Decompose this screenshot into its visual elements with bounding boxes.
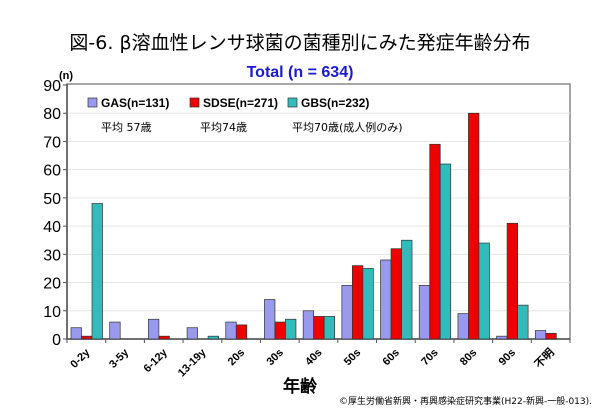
bar-sdse bbox=[351, 265, 364, 340]
x-tick-label: 60s bbox=[381, 347, 402, 368]
legend-label: GAS(n=131) bbox=[101, 96, 169, 110]
bar-sdse bbox=[429, 143, 441, 340]
y-tick-label: 80 bbox=[43, 106, 61, 123]
legend-label: GBS(n=232) bbox=[301, 96, 369, 110]
bar-gas bbox=[302, 310, 315, 340]
bar-sdse bbox=[81, 335, 93, 340]
bar-gas bbox=[70, 327, 82, 340]
bar-sdse bbox=[235, 324, 248, 340]
bar-gas bbox=[418, 285, 431, 340]
bar-gbs bbox=[323, 316, 336, 340]
footer-credit: ©厚生労働省新興・再興感染症研究事業(H22-新興-一般-013). bbox=[338, 397, 592, 407]
x-tick-label: 13-19y bbox=[176, 346, 209, 379]
y-tick-label: 40 bbox=[43, 219, 61, 236]
bar-gas bbox=[264, 299, 276, 340]
chart-subtitle: Total (n = 634) bbox=[246, 64, 354, 81]
y-tick-label: 20 bbox=[43, 276, 61, 293]
y-tick-label: 30 bbox=[43, 247, 61, 264]
bar-gbs bbox=[517, 304, 529, 340]
x-tick-label: 20s bbox=[226, 347, 247, 368]
legend-swatch bbox=[287, 97, 298, 108]
x-tick-label: 90s bbox=[497, 347, 518, 368]
bar-gbs bbox=[91, 203, 103, 340]
bar-gas bbox=[457, 313, 469, 340]
bar-gas bbox=[148, 318, 160, 340]
legend-swatch bbox=[189, 97, 200, 108]
legend-note: 平均74歳 bbox=[200, 121, 247, 134]
y-tick-label: 50 bbox=[43, 191, 61, 208]
x-tick-label: 0-2y bbox=[68, 346, 93, 371]
y-tick-label: 10 bbox=[43, 304, 61, 321]
x-tick-label: 6-12y bbox=[141, 346, 170, 375]
bar-sdse bbox=[274, 321, 286, 340]
y-tick-label: 60 bbox=[43, 163, 61, 180]
bar-sdse bbox=[313, 316, 325, 340]
bar-gbs bbox=[401, 239, 413, 340]
bar-gas bbox=[186, 327, 198, 340]
y-axis-label: (n) bbox=[59, 70, 73, 82]
x-axis-label: 年齢 bbox=[283, 376, 318, 397]
bar-gas bbox=[496, 335, 508, 340]
x-tick-label: 40s bbox=[303, 347, 324, 368]
bar-gas bbox=[341, 285, 353, 340]
y-tick-label: 70 bbox=[43, 134, 61, 151]
x-tick-label: 3-5y bbox=[107, 346, 132, 371]
bar-sdse bbox=[468, 112, 480, 340]
bar-gas bbox=[380, 259, 392, 340]
bar-gas bbox=[534, 330, 547, 340]
legend-note: 平均70歳(成人例のみ) bbox=[292, 120, 403, 134]
chart-title: 図-6. β溶血性レンサ球菌の菌種別にみた発症年齢分布 bbox=[69, 32, 531, 54]
x-tick-label: 30s bbox=[264, 347, 285, 368]
legend-note: 平均 57歳 bbox=[101, 121, 152, 134]
y-tick-label: 0 bbox=[52, 332, 61, 349]
bar-gbs bbox=[439, 163, 452, 340]
bar-gas bbox=[225, 321, 237, 340]
y-tick-label: 90 bbox=[43, 78, 61, 95]
x-tick-label: 不明 bbox=[532, 346, 557, 371]
bar-gbs bbox=[207, 335, 219, 340]
legend-label: SDSE(n=271) bbox=[203, 96, 278, 110]
bar-gbs bbox=[285, 318, 297, 340]
x-tick-label: 80s bbox=[458, 347, 479, 368]
bar-sdse bbox=[158, 335, 170, 340]
x-tick-label: 50s bbox=[342, 347, 363, 368]
bar-gbs bbox=[478, 242, 490, 340]
bar-sdse bbox=[390, 248, 402, 340]
bar-gbs bbox=[362, 268, 374, 340]
bar-gas bbox=[109, 321, 121, 340]
bar-sdse bbox=[545, 333, 557, 340]
x-tick-label: 70s bbox=[419, 347, 440, 368]
bar-sdse bbox=[506, 222, 518, 340]
legend-swatch bbox=[87, 97, 98, 108]
